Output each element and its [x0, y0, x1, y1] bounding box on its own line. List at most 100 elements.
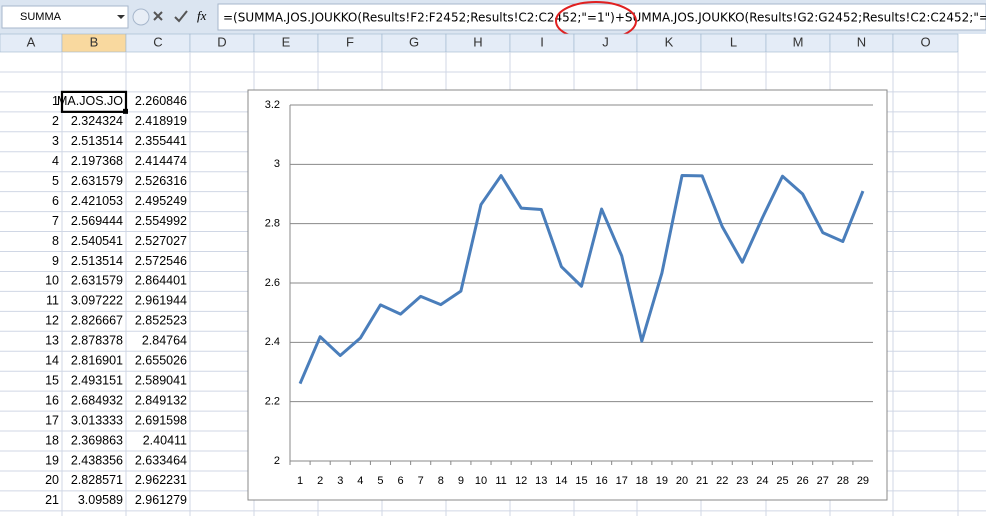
- y-tick-label: 2.8: [265, 218, 280, 230]
- cell: 2.414474: [135, 154, 187, 168]
- x-tick-label: 16: [595, 475, 607, 487]
- cell: 2.355441: [135, 134, 187, 148]
- cell: 14: [45, 354, 59, 368]
- formula-text: =(SUMMA.JOS.JOUKKO(Results!F2:F2452;Resu…: [223, 11, 986, 25]
- cell: 2.864401: [135, 274, 187, 288]
- cell: 2.569444: [71, 214, 123, 228]
- formula-input[interactable]: [217, 3, 986, 31]
- cell: 2.572546: [135, 254, 187, 268]
- cell: 3.013333: [71, 413, 123, 427]
- cell: 2.849132: [135, 393, 187, 407]
- cell: 2.962231: [135, 473, 187, 487]
- x-tick-label: 14: [555, 475, 567, 487]
- cell: 10: [45, 274, 59, 288]
- column-header-label: O: [920, 34, 930, 49]
- cell: 2.197368: [71, 154, 123, 168]
- cell: 2.631579: [71, 174, 123, 188]
- column-header-label: B: [90, 34, 99, 49]
- cell: 17: [45, 413, 59, 427]
- column-header-label: M: [793, 34, 804, 49]
- cell: 2.655026: [135, 354, 187, 368]
- fx-button[interactable]: fx: [197, 8, 207, 23]
- x-tick-label: 13: [535, 475, 547, 487]
- x-tick-label: 20: [676, 475, 688, 487]
- x-tick-label: 22: [716, 475, 728, 487]
- y-tick-label: 2.6: [265, 277, 280, 289]
- cell: 3.097222: [71, 294, 123, 308]
- x-tick-label: 12: [515, 475, 527, 487]
- x-tick-label: 3: [337, 475, 343, 487]
- x-tick-label: 23: [736, 475, 748, 487]
- name-box-dropdown[interactable]: [117, 15, 125, 19]
- x-tick-label: 2: [317, 475, 323, 487]
- y-tick-label: 2.4: [265, 336, 280, 348]
- cell: 2.526316: [135, 174, 187, 188]
- column-header: [892, 33, 959, 53]
- column-header-label: D: [217, 34, 226, 49]
- cell: 2.495249: [135, 194, 187, 208]
- cell: 2.961279: [135, 493, 187, 507]
- x-tick-label: 24: [756, 475, 768, 487]
- cell: 2.826667: [71, 314, 123, 328]
- cell: 2.589041: [135, 373, 187, 387]
- x-tick-label: 1: [297, 475, 303, 487]
- x-tick-label: 27: [817, 475, 829, 487]
- cell: 20: [45, 473, 59, 487]
- cell: 2: [52, 114, 59, 128]
- cell: 13: [45, 334, 59, 348]
- x-tick-label: 18: [636, 475, 648, 487]
- cell: 2.438356: [71, 453, 123, 467]
- cancel-button[interactable]: [153, 11, 163, 21]
- cell: 3.09589: [78, 493, 123, 507]
- cell: 2.527027: [135, 234, 187, 248]
- name-box[interactable]: [1, 5, 129, 29]
- cell: 2.816901: [71, 354, 123, 368]
- cell: 2.40411: [143, 433, 187, 447]
- enter-button[interactable]: [174, 10, 188, 23]
- line-series: [298, 174, 865, 385]
- cell: 1: [52, 94, 59, 108]
- chart-area: [247, 89, 888, 501]
- column-header-label: C: [153, 34, 162, 49]
- cell: 21: [45, 493, 59, 507]
- cell: 2.684932: [71, 393, 123, 407]
- cell: 19: [45, 453, 59, 467]
- x-tick-label: 19: [656, 475, 668, 487]
- x-tick-label: 29: [857, 475, 869, 487]
- cell: 2.691598: [135, 413, 187, 427]
- column-header-label: N: [857, 34, 866, 49]
- cell: 2.554992: [135, 214, 187, 228]
- x-tick-label: 26: [797, 475, 809, 487]
- column-header-label: A: [27, 34, 36, 49]
- x-tick-label: 28: [837, 475, 849, 487]
- cell: MA.JOS.JO: [57, 94, 123, 108]
- cell: 2.260846: [135, 94, 187, 108]
- cell: 2.84764: [142, 334, 187, 348]
- column-header-label: K: [665, 34, 674, 49]
- cell: 2.878378: [71, 334, 123, 348]
- x-tick-label: 7: [418, 475, 424, 487]
- cell: 12: [45, 314, 59, 328]
- column-header-label: J: [602, 34, 609, 49]
- cell: 2.513514: [71, 134, 123, 148]
- x-tick-label: 11: [495, 475, 506, 487]
- y-tick-label: 3.2: [265, 99, 280, 111]
- expand-button[interactable]: [132, 8, 150, 26]
- cell: 4: [52, 154, 59, 168]
- cell: 2.631579: [71, 274, 123, 288]
- cell: 2.828571: [71, 473, 123, 487]
- cell: 2.421053: [71, 194, 123, 208]
- cell: 5: [52, 174, 59, 188]
- x-tick-label: 17: [616, 475, 628, 487]
- cell: 9: [52, 254, 59, 268]
- cell: 2.540541: [71, 234, 123, 248]
- x-tick-label: 21: [696, 475, 708, 487]
- x-tick-label: 8: [438, 475, 444, 487]
- cell: 6: [52, 194, 59, 208]
- cell: 16: [45, 393, 59, 407]
- cell: 2.961944: [135, 294, 187, 308]
- cell: 2.513514: [71, 254, 123, 268]
- x-tick-label: 6: [398, 475, 404, 487]
- fill-handle: [123, 108, 128, 114]
- cell: 18: [45, 433, 59, 447]
